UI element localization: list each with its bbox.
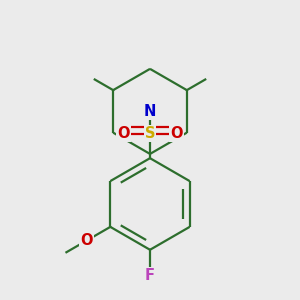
Text: S: S: [145, 126, 155, 141]
Text: O: O: [80, 233, 92, 248]
Text: O: O: [118, 126, 130, 141]
Text: N: N: [144, 104, 156, 119]
Text: F: F: [145, 268, 155, 284]
Text: O: O: [170, 126, 182, 141]
